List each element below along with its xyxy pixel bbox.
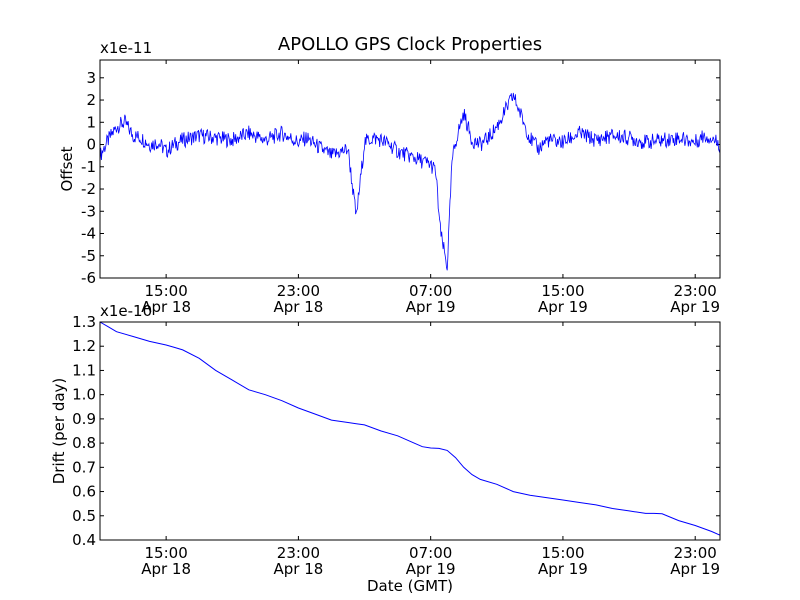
xtick-label-time: 23:00	[277, 282, 320, 300]
drift-xlabel: Date (GMT)	[367, 577, 453, 595]
xtick-label-time: 15:00	[541, 282, 584, 300]
xtick-label-time: 07:00	[409, 282, 452, 300]
ytick-label: 1.1	[72, 361, 96, 379]
chart-title: APOLLO GPS Clock Properties	[278, 34, 542, 55]
xtick-label-date: Apr 19	[406, 298, 456, 316]
ytick-label: 0.8	[72, 434, 96, 452]
ytick-label: 0.5	[72, 507, 96, 525]
offset-ylabel: Offset	[58, 146, 76, 191]
ytick-label: 0.9	[72, 410, 96, 428]
xtick-label-time: 15:00	[145, 282, 188, 300]
ytick-label: -1	[81, 158, 96, 176]
ytick-label: -4	[81, 225, 96, 243]
drift-panel: x1e-10 Drift (per day) Date (GMT) 1.3 1.2…	[50, 302, 721, 595]
xtick-label-date: Apr 19	[538, 560, 588, 578]
offset-series-line	[99, 92, 721, 271]
xtick-label-time: 23:00	[674, 282, 717, 300]
xtick-label-date: Apr 19	[406, 560, 456, 578]
xtick-label-time: 15:00	[541, 544, 584, 562]
ytick-label: -2	[81, 180, 96, 198]
xtick-label-date: Apr 18	[273, 298, 323, 316]
xtick-label-time: 15:00	[145, 544, 188, 562]
xtick-label-date: Apr 18	[141, 560, 191, 578]
xtick-label-time: 07:00	[409, 544, 452, 562]
xtick-label-date: Apr 18	[273, 560, 323, 578]
ytick-label: 1.2	[72, 337, 96, 355]
offset-multiplier: x1e-11	[100, 39, 152, 57]
ytick-label: 3	[86, 69, 96, 87]
drift-plot-frame	[99, 321, 721, 541]
drift-ylabel: Drift (per day)	[50, 378, 68, 485]
drift-series-line	[99, 321, 721, 536]
ytick-label: -3	[81, 202, 96, 220]
ytick-label: 1	[86, 113, 96, 131]
ytick-label: -5	[81, 247, 96, 265]
ytick-label: -6	[81, 269, 96, 287]
xtick-label-date: Apr 19	[670, 298, 720, 316]
ytick-label: 0.7	[72, 458, 96, 476]
ytick-label: 2	[86, 91, 96, 109]
ytick-label: 0	[86, 136, 96, 154]
xtick-label-date: Apr 18	[141, 298, 191, 316]
offset-plot-frame	[99, 59, 721, 279]
xtick-label-date: Apr 19	[538, 298, 588, 316]
xtick-label-time: 23:00	[674, 544, 717, 562]
xtick-label-date: Apr 19	[670, 560, 720, 578]
ytick-label: 0.6	[72, 483, 96, 501]
drift-multiplier: x1e-10	[100, 302, 152, 320]
ytick-label: 1.0	[72, 386, 96, 404]
ytick-label: 1.3	[72, 313, 96, 331]
ytick-label: 0.4	[72, 531, 96, 549]
xtick-label-time: 23:00	[277, 544, 320, 562]
